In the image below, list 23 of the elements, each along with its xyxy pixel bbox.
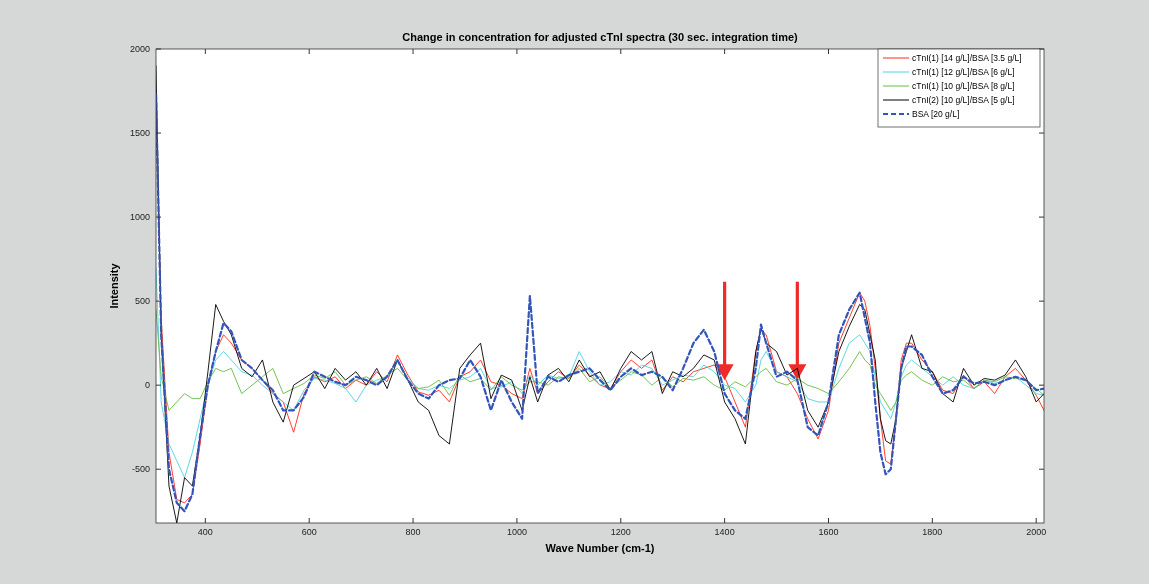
x-tick-label: 1400 <box>714 527 735 537</box>
x-tick-label: 1200 <box>610 527 631 537</box>
legend-label: BSA [20 g/L] <box>912 109 960 119</box>
y-tick-label: 2000 <box>129 44 150 54</box>
y-axis-title: Intensity <box>108 262 120 309</box>
x-axis-title: Wave Number (cm-1) <box>545 542 655 554</box>
legend-label: cTnI(2) [10 g/L]/BSA [5 g/L] <box>912 95 1015 105</box>
y-tick-label: 500 <box>134 296 150 307</box>
x-tick-label: 600 <box>301 527 317 537</box>
x-tick-label: 1800 <box>922 527 943 537</box>
x-tick-label: 800 <box>405 527 421 537</box>
x-tick-label: 400 <box>197 527 213 537</box>
y-tick-label: -500 <box>131 464 150 475</box>
y-tick-label: 0 <box>144 380 150 391</box>
legend-label: cTnI(1) [10 g/L]/BSA [8 g/L] <box>912 81 1015 91</box>
x-tick-label: 2000 <box>1026 527 1047 537</box>
x-tick-label: 1000 <box>506 527 527 537</box>
y-tick-label: 1500 <box>129 128 150 139</box>
chart-title: Change in concentration for adjusted cTnI spectra (30 sec. integration time) <box>402 31 799 43</box>
legend-label: cTnI(1) [14 g/L]/BSA [3.5 g/L] <box>912 53 1022 63</box>
x-tick-label: 1600 <box>818 527 839 537</box>
legend-label: cTnI(1) [12 g/L]/BSA [6 g/L] <box>912 67 1015 77</box>
y-tick-label: 1000 <box>129 212 150 223</box>
